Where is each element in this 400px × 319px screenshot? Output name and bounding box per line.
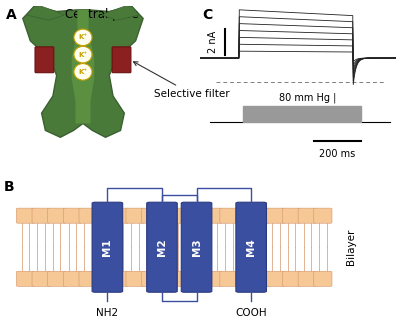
Text: A: A: [6, 8, 17, 22]
FancyBboxPatch shape: [92, 202, 123, 292]
FancyBboxPatch shape: [220, 208, 238, 223]
FancyBboxPatch shape: [236, 208, 254, 223]
FancyBboxPatch shape: [204, 271, 222, 286]
FancyBboxPatch shape: [112, 47, 131, 73]
Text: M1: M1: [102, 238, 112, 256]
Text: M2: M2: [157, 238, 167, 256]
FancyBboxPatch shape: [110, 271, 128, 286]
FancyBboxPatch shape: [63, 208, 82, 223]
Text: Selective filter: Selective filter: [134, 62, 230, 99]
FancyBboxPatch shape: [79, 271, 97, 286]
FancyBboxPatch shape: [35, 47, 54, 73]
FancyBboxPatch shape: [298, 208, 316, 223]
FancyBboxPatch shape: [48, 208, 66, 223]
FancyBboxPatch shape: [95, 208, 113, 223]
FancyBboxPatch shape: [16, 271, 34, 286]
Text: M3: M3: [192, 238, 202, 256]
FancyBboxPatch shape: [251, 271, 269, 286]
Text: C: C: [202, 8, 212, 22]
FancyBboxPatch shape: [251, 208, 269, 223]
FancyBboxPatch shape: [314, 208, 332, 223]
Text: M4: M4: [246, 238, 256, 256]
FancyBboxPatch shape: [173, 271, 191, 286]
FancyBboxPatch shape: [142, 271, 160, 286]
Text: 2 nA: 2 nA: [208, 31, 218, 53]
FancyBboxPatch shape: [181, 202, 212, 292]
FancyBboxPatch shape: [157, 208, 176, 223]
FancyBboxPatch shape: [32, 208, 50, 223]
FancyBboxPatch shape: [204, 208, 222, 223]
FancyBboxPatch shape: [16, 208, 34, 223]
FancyBboxPatch shape: [110, 208, 128, 223]
FancyBboxPatch shape: [157, 271, 176, 286]
Polygon shape: [102, 6, 139, 20]
FancyBboxPatch shape: [126, 208, 144, 223]
Circle shape: [74, 63, 92, 80]
Circle shape: [74, 29, 92, 46]
Text: Bilayer: Bilayer: [346, 229, 356, 265]
Text: 200 ms: 200 ms: [319, 149, 355, 160]
Text: K⁺: K⁺: [78, 52, 88, 58]
Polygon shape: [23, 6, 143, 137]
FancyBboxPatch shape: [298, 271, 316, 286]
FancyBboxPatch shape: [236, 271, 254, 286]
Text: K⁺: K⁺: [78, 34, 88, 41]
FancyBboxPatch shape: [220, 271, 238, 286]
Polygon shape: [26, 6, 64, 20]
FancyBboxPatch shape: [188, 271, 207, 286]
FancyBboxPatch shape: [236, 202, 266, 292]
Circle shape: [74, 46, 92, 63]
FancyBboxPatch shape: [314, 271, 332, 286]
Polygon shape: [72, 10, 94, 123]
FancyBboxPatch shape: [142, 208, 160, 223]
FancyBboxPatch shape: [48, 271, 66, 286]
FancyBboxPatch shape: [173, 208, 191, 223]
Text: B: B: [4, 180, 14, 194]
Text: COOH: COOH: [235, 308, 267, 318]
FancyBboxPatch shape: [126, 271, 144, 286]
FancyBboxPatch shape: [147, 202, 177, 292]
FancyBboxPatch shape: [267, 271, 285, 286]
Text: K⁺: K⁺: [78, 69, 88, 75]
FancyBboxPatch shape: [32, 271, 50, 286]
FancyBboxPatch shape: [63, 271, 82, 286]
FancyBboxPatch shape: [267, 208, 285, 223]
FancyBboxPatch shape: [188, 208, 207, 223]
FancyBboxPatch shape: [282, 271, 301, 286]
Text: 80 mm Hg |: 80 mm Hg |: [279, 93, 336, 103]
FancyBboxPatch shape: [282, 208, 301, 223]
FancyBboxPatch shape: [79, 208, 97, 223]
FancyBboxPatch shape: [95, 271, 113, 286]
Text: NH2: NH2: [96, 308, 118, 318]
Text: Central pore: Central pore: [65, 8, 139, 21]
